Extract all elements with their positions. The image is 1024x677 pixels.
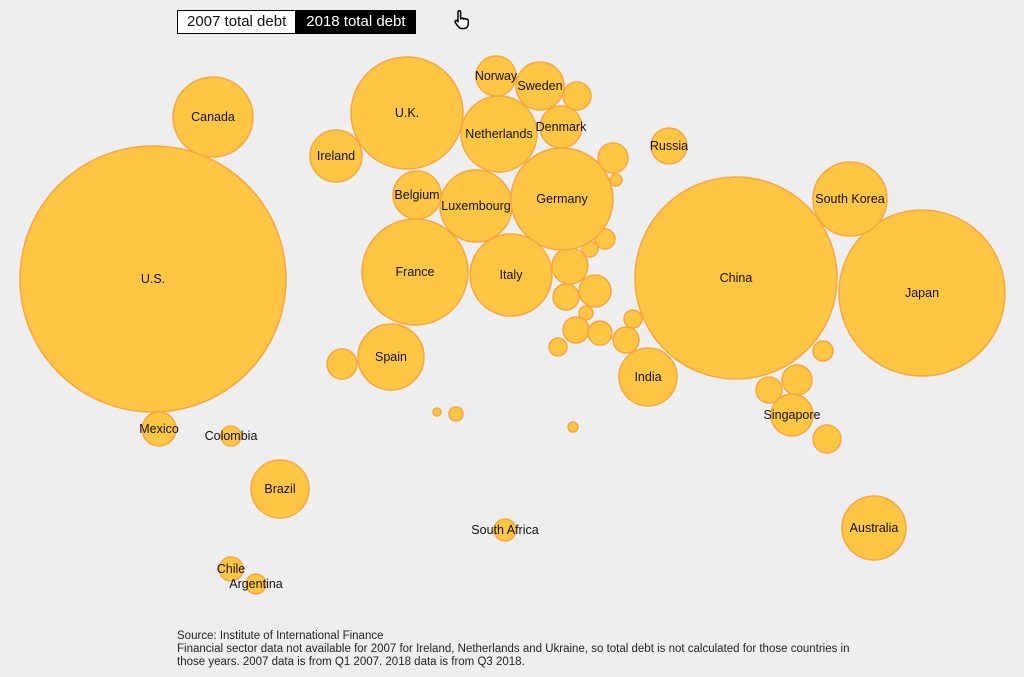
country-label-u-s: U.S. [141,272,165,286]
country-label-china: China [720,271,753,285]
country-label-belgium: Belgium [394,188,439,202]
data-note: Financial sector data not available for … [177,643,850,668]
country-bubble-unlabeled[interactable] [562,81,592,111]
country-label-netherlands: Netherlands [465,127,532,141]
country-bubble-brazil[interactable] [250,459,310,519]
country-label-italy: Italy [500,268,524,282]
country-label-mexico: Mexico [139,422,179,436]
country-label-singapore: Singapore [764,408,821,422]
country-bubble-chile[interactable] [218,556,244,582]
country-bubble-canada[interactable] [172,76,254,158]
country-bubble-india[interactable] [618,347,678,407]
country-label-india: India [634,370,661,384]
country-label-argentina: Argentina [229,577,283,591]
toggle-2007-button[interactable]: 2007 total debt [177,10,297,34]
country-label-denmark: Denmark [536,120,587,134]
country-label-luxembourg: Luxembourg [441,199,511,213]
country-label-south-africa: South Africa [471,523,538,537]
country-bubble-unlabeled[interactable] [551,247,589,285]
country-label-japan: Japan [905,286,939,300]
country-bubble-ireland[interactable] [309,129,363,183]
country-bubble-unlabeled[interactable] [578,274,612,308]
country-bubble-unlabeled[interactable] [587,320,613,346]
debt-year-toggle: 2007 total debt 2018 total debt [177,10,416,34]
country-bubble-u-k[interactable] [350,56,464,170]
country-bubble-unlabeled[interactable] [781,364,813,396]
source-note: Source: Institute of International Finan… [177,630,384,642]
country-bubble-france[interactable] [361,218,469,326]
chart-footer: Source: Institute of International Finan… [177,630,857,669]
country-label-ireland: Ireland [317,149,355,163]
country-bubble-u-s[interactable] [19,145,287,413]
country-label-canada: Canada [191,110,235,124]
country-label-sweden: Sweden [517,79,562,93]
country-bubble-unlabeled[interactable] [326,348,358,380]
debt-bubble-map: U.S. Canada Mexico Colombia Brazil ChileArgen… [19,55,1006,595]
country-bubble-australia[interactable] [841,495,907,561]
country-bubble-unlabeled[interactable] [552,283,580,311]
country-bubble-unlabeled[interactable] [755,376,783,404]
country-label-brazil: Brazil [264,482,295,496]
country-bubble-russia[interactable] [650,127,688,165]
country-bubble-south-korea[interactable] [812,161,888,237]
country-bubble-mexico[interactable] [141,411,177,447]
country-bubble-unlabeled[interactable] [612,326,640,354]
country-bubble-unlabeled[interactable] [567,421,579,433]
country-bubble-argentina[interactable] [245,573,267,595]
country-label-russia: Russia [650,139,688,153]
pointing-hand-icon [454,10,469,30]
country-label-u-k: U.K. [395,106,419,120]
country-bubble-unlabeled[interactable] [548,337,568,357]
toggle-2018-button[interactable]: 2018 total debt [296,10,416,34]
country-label-australia: Australia [850,521,899,535]
country-bubble-unlabeled[interactable] [578,305,594,321]
country-bubble-unlabeled[interactable] [812,340,834,362]
country-label-spain: Spain [375,350,407,364]
country-bubble-germany[interactable] [510,147,614,251]
country-label-south-korea: South Korea [815,192,885,206]
country-label-norway: Norway [475,69,518,83]
country-bubble-sweden[interactable] [515,61,565,111]
country-bubble-unlabeled[interactable] [812,424,842,454]
country-bubble-italy[interactable] [469,233,553,317]
country-bubble-colombia[interactable] [220,425,242,447]
country-bubble-unlabeled[interactable] [597,142,629,174]
country-bubble-unlabeled[interactable] [623,309,643,329]
country-bubble-singapore[interactable] [770,393,814,437]
country-bubble-unlabeled[interactable] [432,407,442,417]
country-label-chile: Chile [217,562,246,576]
country-label-france: France [396,265,435,279]
country-bubble-south-africa[interactable] [493,518,517,542]
country-label-germany: Germany [536,192,588,206]
country-bubble-unlabeled[interactable] [562,316,590,344]
country-label-colombia: Colombia [205,429,258,443]
country-bubble-japan[interactable] [838,209,1006,377]
country-bubble-china[interactable] [634,176,838,380]
country-bubble-unlabeled[interactable] [609,173,623,187]
country-bubble-netherlands[interactable] [460,95,538,173]
country-bubble-spain[interactable] [357,323,425,391]
country-bubble-unlabeled[interactable] [448,406,464,422]
